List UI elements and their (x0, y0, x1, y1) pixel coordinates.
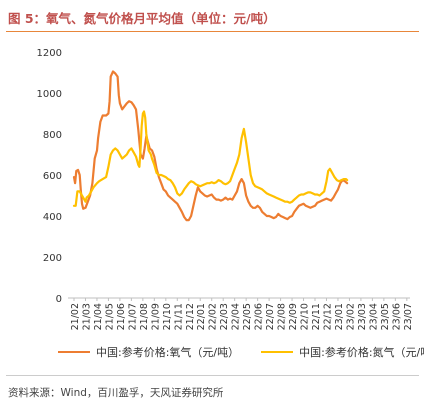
y-tick-label: 200 (43, 253, 62, 264)
x-tick-label: 22/04 (231, 303, 242, 330)
x-tick-label: 23/02 (345, 303, 356, 330)
x-tick-label: 22/07 (265, 303, 276, 330)
x-tick-label: 23/01 (334, 303, 345, 330)
y-tick-label: 800 (43, 130, 62, 141)
x-tick-label: 22/01 (196, 303, 207, 330)
x-tick-label: 22/10 (300, 303, 311, 330)
x-tick-label: 22/08 (277, 303, 288, 330)
x-tick-label: 22/03 (219, 303, 230, 330)
x-tick-label: 23/05 (380, 303, 391, 330)
legend: 中国:参考价格:氧气（元/吨） 中国:参考价格:氮气（元/吨） (58, 344, 424, 360)
x-tick-label: 22/11 (311, 303, 322, 330)
series-line-nitrogen (72, 110, 349, 207)
series-layer (72, 70, 349, 222)
x-tick-label: 21/07 (127, 303, 138, 330)
x-tick-label: 23/04 (368, 303, 379, 330)
y-tick-label: 1000 (37, 89, 62, 100)
x-tick-label: 21/10 (162, 303, 173, 330)
legend-swatch-oxygen (58, 351, 90, 353)
x-tick-label: 22/06 (254, 303, 265, 330)
source-note: 资料来源：Wind，百川盈孚，天风证券研究所 (8, 387, 224, 399)
legend-swatch-nitrogen (261, 351, 294, 353)
x-tick-label: 22/02 (208, 303, 219, 330)
y-tick-label: 600 (43, 171, 62, 182)
chart-title: 图 5：氧气、氮气价格月平均值（单位：元/吨） (8, 11, 276, 26)
x-tick-label: 21/05 (104, 303, 115, 330)
x-tick-label: 22/09 (288, 303, 299, 330)
y-tick-label: 0 (56, 294, 62, 305)
legend-label-nitrogen: 中国:参考价格:氮气（元/吨） (299, 346, 424, 359)
x-tick-label: 22/05 (242, 303, 253, 330)
x-tick-label: 21/06 (116, 303, 127, 330)
x-tick-label: 23/03 (357, 303, 368, 330)
x-tick-label: 23/07 (403, 303, 414, 330)
x-tick-label: 21/08 (139, 303, 150, 330)
y-tick-label: 1200 (37, 48, 62, 59)
x-tick-label: 21/04 (93, 303, 104, 330)
x-tick-label: 22/12 (322, 303, 333, 330)
legend-label-oxygen: 中国:参考价格:氧气（元/吨） (96, 346, 240, 359)
legend-item-oxygen: 中国:参考价格:氧气（元/吨） (58, 344, 239, 360)
legend-item-nitrogen: 中国:参考价格:氮气（元/吨） (261, 344, 424, 360)
series-line-oxygen (72, 70, 349, 222)
source-rule (6, 375, 419, 376)
x-tick-label: 21/11 (173, 303, 184, 330)
y-tick-label: 400 (43, 212, 62, 223)
x-tick-label: 21/03 (81, 303, 92, 330)
title-rule (6, 31, 419, 32)
x-tick-label: 21/09 (150, 303, 161, 330)
x-tick-label: 21/02 (70, 303, 81, 330)
x-tick-label: 23/06 (391, 303, 402, 330)
x-tick-label: 21/12 (185, 303, 196, 330)
